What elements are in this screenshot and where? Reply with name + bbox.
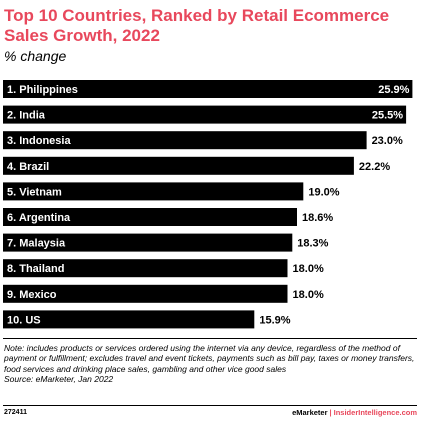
value-label: 18.0%: [293, 289, 324, 301]
value-label: 18.6%: [302, 212, 333, 224]
bar: [3, 310, 255, 329]
footnote-note: Note: includes products or services orde…: [4, 343, 415, 374]
chart-id: 272411: [4, 409, 27, 416]
bar: [3, 131, 367, 150]
category-label: 3. Indonesia: [7, 135, 71, 147]
footnote-source: Source: eMarketer, Jan 2022: [4, 374, 114, 385]
value-label: 18.0%: [293, 263, 324, 275]
brand-separator: |: [329, 408, 332, 417]
category-label: 9. Mexico: [7, 289, 57, 301]
footer-brand[interactable]: eMarketer | InsiderIntelligence.com: [292, 408, 417, 417]
bar-chart: 1. Philippines 25.9% 2. India 25.5% 3. Indon…: [3, 80, 413, 329]
bar: [3, 233, 293, 252]
value-label: 18.3%: [297, 238, 328, 250]
category-label: 8. Thailand: [7, 263, 64, 275]
value-label: 25.5%: [372, 110, 403, 122]
value-label: 22.2%: [359, 161, 390, 173]
bar: [3, 284, 288, 303]
chart-frame: Top 10 Countries, Ranked by Retail Ecomm…: [3, 3, 417, 417]
brand-name: eMarketer: [292, 408, 328, 417]
bar: [3, 156, 354, 175]
category-label: 10. US: [7, 314, 41, 326]
chart-subtitle: % change: [4, 48, 67, 64]
value-label: 19.0%: [308, 186, 339, 198]
value-label: 25.9%: [378, 84, 409, 96]
bar: [3, 105, 407, 124]
bar: [3, 80, 413, 98]
chart-title: Top 10 Countries, Ranked by Retail Ecomm…: [4, 6, 390, 45]
bar: [3, 259, 288, 278]
footer-divider: [3, 405, 417, 406]
bar: [3, 182, 304, 201]
brand-domain-link[interactable]: InsiderIntelligence.com: [333, 408, 417, 417]
value-label: 23.0%: [372, 135, 403, 147]
footnote: Note: includes products or services orde…: [4, 343, 416, 385]
category-label: 6. Argentina: [7, 212, 71, 224]
category-label: 7. Malaysia: [7, 238, 66, 250]
note-divider: [3, 338, 417, 339]
category-label: 1. Philippines: [7, 84, 78, 96]
bar: [3, 208, 297, 226]
category-label: 2. India: [7, 110, 46, 122]
category-label: 4. Brazil: [7, 161, 49, 173]
category-label: 5. Vietnam: [7, 186, 62, 198]
value-label: 15.9%: [259, 314, 290, 326]
